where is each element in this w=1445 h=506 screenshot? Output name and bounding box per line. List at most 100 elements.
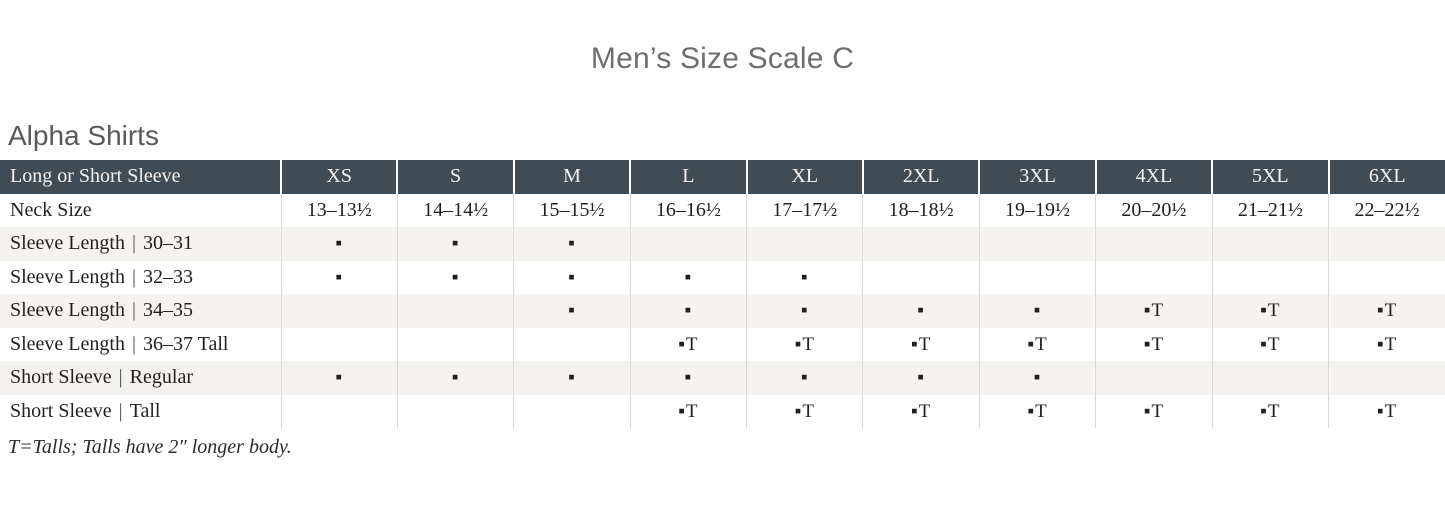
availability-marker-tall: ▪T: [1260, 333, 1281, 355]
availability-marker: ▪: [684, 266, 693, 288]
availability-marker-tall: ▪T: [678, 333, 699, 355]
availability-marker-tall: ▪T: [794, 400, 815, 422]
availability-marker-tall: ▪T: [1376, 400, 1398, 422]
availability-marker: ▪: [451, 266, 460, 288]
availability-marker: ▪: [684, 367, 693, 389]
value-cell: 13–13½: [280, 193, 398, 227]
availability-marker-tall: ▪T: [1027, 400, 1048, 422]
row-label: Short Sleeve | Regular: [0, 361, 281, 395]
value-cell: ▪T: [746, 327, 863, 361]
availability-marker-tall: ▪T: [1260, 300, 1281, 322]
availability-marker-tall: ▪T: [794, 333, 815, 355]
value-cell: ▪T: [1328, 294, 1445, 328]
value-cell: ▪T: [1211, 327, 1329, 361]
value-cell: 21–21½: [1211, 193, 1329, 227]
value-cell: ▪T: [1211, 294, 1329, 328]
value-cell: ▪T: [862, 327, 980, 361]
value-cell: ▪: [513, 227, 631, 261]
empty-cell: [1211, 361, 1329, 395]
empty-cell: [629, 227, 747, 261]
value-cell: ▪: [746, 294, 863, 328]
value-cell: ▪: [396, 260, 514, 294]
value-cell: ▪: [862, 361, 980, 395]
value-cell: ▪: [862, 294, 980, 328]
availability-marker: ▪: [335, 266, 344, 288]
value-cell: ▪: [629, 361, 747, 395]
value-cell: ▪T: [1328, 394, 1445, 428]
label-separator: |: [131, 299, 136, 322]
value-cell: ▪T: [629, 327, 747, 361]
empty-cell: [1328, 361, 1445, 395]
availability-marker: ▪: [568, 367, 576, 389]
availability-marker: ▪: [917, 300, 926, 322]
row-label: Short Sleeve | Tall: [10, 399, 161, 422]
empty-cell: [1211, 227, 1329, 261]
availability-marker: ▪: [451, 233, 460, 255]
value-cell: ▪: [513, 361, 631, 395]
value-cell: ▪: [746, 361, 863, 395]
availability-marker-tall: ▪T: [1027, 333, 1048, 355]
value-cell: ▪: [629, 294, 747, 328]
availability-marker-tall: ▪T: [1260, 400, 1281, 422]
value-cell: ▪T: [746, 394, 863, 428]
header-cell-size-l: L: [629, 160, 747, 194]
table-row: Short Sleeve | Tall ▪T ▪T ▪T ▪T ▪T ▪T ▪T: [0, 394, 1445, 428]
table-row: Short Sleeve | Regular ▪ ▪ ▪ ▪ ▪ ▪ ▪: [0, 361, 1445, 395]
empty-cell: [862, 260, 980, 294]
row-label: Sleeve Length | 30–31: [0, 227, 281, 261]
availability-marker: ▪: [800, 300, 809, 322]
availability-marker-tall: ▪T: [910, 333, 932, 355]
label-separator: |: [131, 265, 136, 288]
availability-marker-tall: ▪T: [1143, 333, 1165, 355]
availability-marker: ▪: [800, 266, 809, 288]
value-cell: 15–15½: [513, 193, 631, 227]
label-separator: |: [118, 366, 123, 389]
availability-marker: ▪: [684, 300, 693, 322]
value-cell: ▪: [396, 361, 514, 395]
value-cell: ▪: [396, 227, 514, 261]
availability-marker-tall: ▪T: [1143, 400, 1165, 422]
availability-marker: ▪: [568, 266, 576, 288]
value-cell: 22–22½: [1328, 193, 1445, 227]
empty-cell: [978, 260, 1096, 294]
empty-cell: [396, 394, 514, 428]
header-row: Long or Short Sleeve XS S M L XL 2XL 3XL 4XL 5XL 6…: [0, 160, 1445, 194]
empty-cell: [280, 394, 398, 428]
empty-cell: [1095, 260, 1213, 294]
row-label: Sleeve Length | 34–35: [0, 294, 281, 328]
availability-marker-tall: ▪T: [678, 400, 699, 422]
value-cell: ▪T: [862, 394, 980, 428]
value-cell: ▪: [629, 260, 747, 294]
value-cell: ▪: [280, 227, 398, 261]
value-cell: ▪: [978, 361, 1096, 395]
size-chart-table: Long or Short Sleeve XS S M L XL 2XL 3XL 4XL 5XL 6…: [0, 160, 1445, 428]
empty-cell: [1211, 260, 1329, 294]
availability-marker-tall: ▪T: [1376, 333, 1398, 355]
availability-marker: ▪: [568, 233, 576, 255]
empty-cell: [280, 327, 398, 361]
table-row: Sleeve Length | 36–37 Tall ▪T ▪T ▪T ▪T ▪T ▪T ▪T: [0, 327, 1445, 361]
availability-marker: ▪: [800, 367, 809, 389]
availability-marker-tall: ▪T: [910, 400, 932, 422]
availability-marker: ▪: [335, 367, 344, 389]
availability-marker: ▪: [568, 300, 576, 322]
empty-cell: [513, 394, 631, 428]
header-cell-size-m: M: [512, 160, 631, 194]
empty-cell: [1095, 361, 1213, 395]
value-cell: ▪T: [978, 394, 1096, 428]
table-row: Sleeve Length | 30–31 ▪ ▪ ▪: [0, 227, 1445, 261]
empty-cell: [280, 294, 398, 328]
value-cell: ▪T: [1095, 294, 1213, 328]
value-cell: ▪T: [1328, 327, 1445, 361]
empty-cell: [396, 327, 514, 361]
value-cell: ▪T: [978, 327, 1096, 361]
value-cell: 16–16½: [629, 193, 747, 227]
header-cell-size-4xl: 4XL: [1094, 160, 1213, 194]
footnote: T=Talls; Talls have 2″ longer body.: [8, 436, 292, 458]
empty-cell: [396, 294, 514, 328]
value-cell: 18–18½: [862, 193, 980, 227]
empty-cell: [862, 227, 980, 261]
row-label: Sleeve Length | 36–37 Tall: [10, 332, 229, 355]
availability-marker-tall: ▪T: [1376, 300, 1398, 322]
empty-cell: [1095, 227, 1213, 261]
